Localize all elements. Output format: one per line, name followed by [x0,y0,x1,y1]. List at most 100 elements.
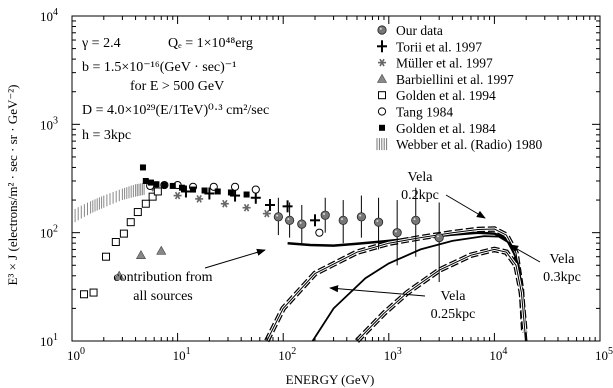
legend-label: Our data [396,23,443,38]
point-filled-square [243,191,250,198]
param-b-range: for E > 500 GeV [130,79,224,94]
curve-vela-0-2kpc [266,228,525,342]
vela-025-label-line1: Vela [441,289,467,304]
point-star [195,195,204,203]
point-open-square [141,199,150,208]
vela-025-label-line2: 0.25kpc [431,307,476,322]
vela-03-arrow [509,244,541,263]
legend-label: Webber et al. (Radio) 1980 [396,137,542,152]
point-dotted-circle [356,212,366,222]
curve-vela-0-3kpc [356,248,526,342]
all-sources-arrow [204,248,266,269]
param-q: Qₑ = 1×10⁴⁸erg [168,36,253,51]
y-tick-label: 103 [40,115,58,132]
point-open-circle [315,228,324,237]
x-tick-label: 102 [278,346,296,363]
point-filled-square [169,182,176,189]
param-b: b = 1.5×10⁻¹⁶(GeV · sec)⁻¹ [82,60,236,75]
point-dotted-circle [338,215,348,225]
point-cross [309,214,320,227]
point-cross [282,200,293,213]
curve-annotations: Vela 0.2kpc Vela 0.3kpc Vela 0.25kpc con… [113,170,580,322]
x-tick-label: 105 [595,346,613,363]
point-cross [265,199,276,212]
point-filled-square [178,184,185,191]
vela-02-arrow [445,194,486,219]
point-open-square [133,208,142,217]
point-filled-square [201,187,208,194]
legend-entry: Golden et al. 1984 [379,121,496,136]
all-sources-label-line2: all sources [133,289,192,304]
x-axis-label: ENERGY (GeV) [286,372,375,387]
x-tick-label: 100 [67,346,85,363]
point-star [173,191,182,200]
plot-frame [71,15,601,342]
legend-marker-star [378,58,386,67]
legend-entry: Müller et al. 1997 [378,56,493,71]
point-dotted-circle [392,228,402,238]
parameters-block: γ = 2.4 Qₑ = 1×10⁴⁸erg b = 1.5×10⁻¹⁶(GeV… [81,36,269,143]
x-tick-label: 101 [173,346,191,363]
plot-area [71,15,601,343]
point-filled-square [227,189,234,196]
point-open-square [102,252,111,261]
point-open-square [148,192,157,201]
param-gamma: γ = 2.4 [81,36,121,51]
vela-02-label-line2: 0.2kpc [401,188,439,203]
legend-label: Golden et al. 1984 [396,121,496,136]
legend-entry: Our data [377,23,443,38]
legend-marker-cross [377,40,387,53]
point-triangle [156,245,167,255]
point-dotted-circle [411,215,421,225]
legend-label: Tang 1984 [396,105,453,120]
legend-label: Golden et al. 1994 [396,88,496,103]
y-tick-label: 104 [40,7,58,24]
point-dotted-circle [434,233,444,243]
point-open-square [111,238,120,247]
point-filled-square [153,181,160,188]
point-star [262,209,271,218]
legend-marker-triangle [376,73,388,83]
legend-marker-filled-square [379,124,385,131]
vela-025-arrow [329,285,426,297]
legend-marker-open-square [378,91,386,100]
point-filled-square [148,179,155,186]
point-filled-square [139,164,146,171]
y-tick-label: 101 [40,332,58,349]
x-tick-label: 103 [384,346,402,363]
point-dotted-circle [273,212,283,222]
point-star [220,199,229,208]
legend-marker-open-circle [377,107,387,116]
legend-label: Torii et al. 1997 [396,39,482,54]
point-cross [250,191,261,204]
vela-03-label-line2: 0.3kpc [543,270,581,285]
point-open-square [89,288,98,297]
x-tick-label: 104 [489,346,507,363]
point-triangle [135,250,146,259]
legend-entry: Barbiellini et al. 1997 [376,72,514,87]
point-dotted-circle [373,217,384,227]
legend-label: Müller et al. 1997 [396,56,493,71]
vela-03-label-line1: Vela [550,252,576,267]
point-triangle [114,270,125,280]
y-tick-labels: 101 102 103 104 [40,7,58,349]
point-dotted-circle [285,215,295,225]
point-filled-square [214,188,221,195]
webber-radio-band [71,182,145,225]
y-axis-label: E³ × J (electrons/m² · sec · sr · GeV⁻²) [5,85,20,286]
vela-02-label-line1: Vela [408,170,434,185]
point-filled-square [142,177,149,184]
model-curves [264,226,528,343]
legend-entry: Tang 1984 [377,105,453,120]
y-tick-label: 102 [40,224,58,241]
x-tick-labels: 100 101 102 103 104 105 [67,346,613,363]
legend-label: Barbiellini et al. 1997 [396,72,514,87]
data-points [80,164,444,299]
point-filled-square [190,186,197,193]
point-filled-square [161,182,168,189]
point-dotted-circle [297,219,307,229]
legend-entry: Golden et al. 1994 [378,88,496,103]
point-open-square [80,290,89,299]
axis-ticks [71,16,600,342]
